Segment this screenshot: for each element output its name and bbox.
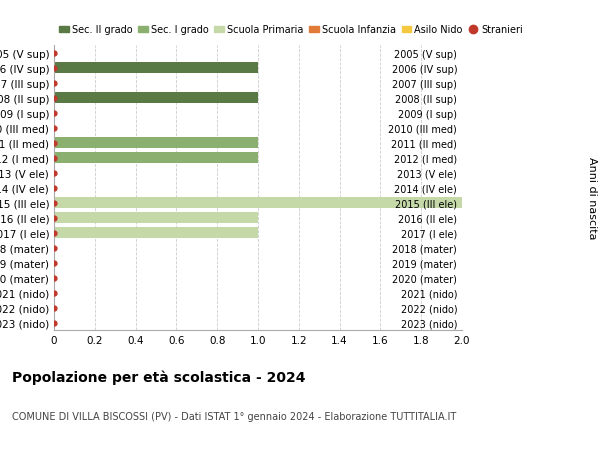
- Bar: [54, 93, 258, 104]
- Bar: [54, 152, 258, 164]
- Bar: [54, 197, 462, 209]
- Text: Anni di nascita: Anni di nascita: [587, 156, 597, 239]
- Bar: [54, 213, 258, 224]
- Bar: [54, 138, 258, 149]
- Legend: Sec. II grado, Sec. I grado, Scuola Primaria, Scuola Infanzia, Asilo Nido, Stran: Sec. II grado, Sec. I grado, Scuola Prim…: [59, 25, 523, 35]
- Bar: [54, 63, 258, 74]
- Text: Popolazione per età scolastica - 2024: Popolazione per età scolastica - 2024: [12, 369, 305, 384]
- Text: COMUNE DI VILLA BISCOSSI (PV) - Dati ISTAT 1° gennaio 2024 - Elaborazione TUTTIT: COMUNE DI VILLA BISCOSSI (PV) - Dati IST…: [12, 411, 456, 421]
- Bar: [54, 228, 258, 239]
